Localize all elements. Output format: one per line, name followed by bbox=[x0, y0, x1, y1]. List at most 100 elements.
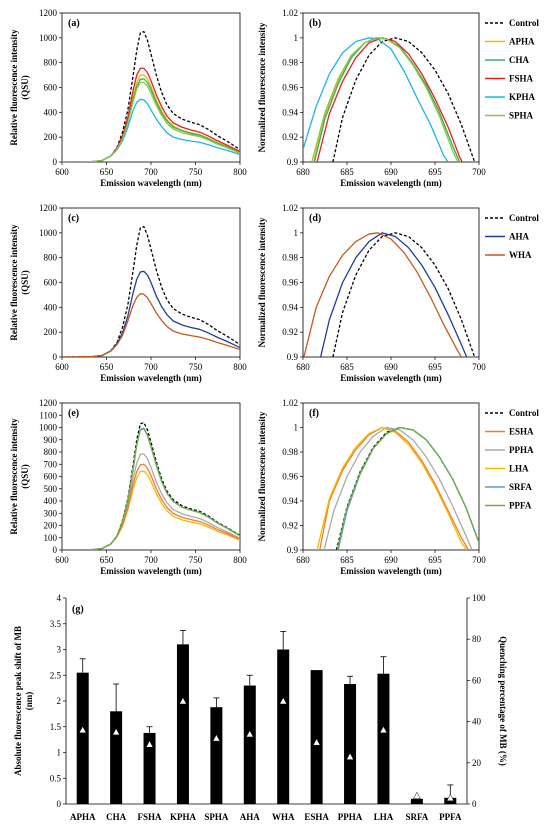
x-tick-label: 695 bbox=[428, 362, 442, 372]
quenching-marker bbox=[412, 791, 421, 800]
y-tick-label: 400 bbox=[44, 107, 58, 117]
x-tick-label: 750 bbox=[189, 555, 203, 565]
series-line-0 bbox=[62, 421, 240, 550]
y-tick-label: 0 bbox=[53, 157, 58, 167]
y-tick-label: 1.02 bbox=[282, 203, 298, 213]
x-tick-label: 600 bbox=[55, 555, 69, 565]
series-line-5 bbox=[62, 428, 240, 550]
y-tick-label: 1000 bbox=[39, 228, 58, 238]
quenching-marker bbox=[312, 738, 321, 746]
legend-entry: Control bbox=[509, 213, 539, 223]
x-tick-label: 695 bbox=[428, 167, 442, 177]
panel-e: 0 100 200 300 400 500 600 700 800 900 1000 1100 1200… bbox=[9, 398, 247, 576]
quenching-marker bbox=[245, 729, 254, 738]
series-line-2 bbox=[62, 78, 240, 162]
x-tick-label: 650 bbox=[100, 167, 114, 177]
y-left-tick-label: 0.5 bbox=[50, 773, 62, 783]
y-axis-title-line: Relative fluorescence intensity bbox=[9, 29, 19, 146]
x-tick-label: 695 bbox=[428, 555, 442, 565]
legend: Control ESHA PPHA LHA SRFA PPFA bbox=[485, 408, 539, 511]
legend: Control APHA CHA FSHA KPHA SPHA bbox=[485, 18, 539, 121]
panel-a: 0 200 400 600 800 1000 1200 600 650 700 750 800 Emis… bbox=[9, 8, 247, 188]
panel-c: 0 200 400 600 800 1000 1200 600 650 700 750 800 Emis… bbox=[9, 203, 247, 383]
y-tick-label: 0.98 bbox=[282, 253, 298, 263]
y-axis-title: Relative fluorescence intensity(QSU) bbox=[9, 29, 30, 146]
y-tick-label: 200 bbox=[44, 327, 58, 337]
y-tick-label: 300 bbox=[44, 508, 58, 518]
y-tick-label: 0.9 bbox=[287, 352, 299, 362]
y-tick-label: 600 bbox=[44, 83, 58, 93]
y-tick-label: 1.02 bbox=[282, 8, 298, 18]
legend-entry: Control bbox=[509, 18, 539, 28]
bar-srfa bbox=[410, 798, 423, 804]
series-line-esha bbox=[319, 426, 470, 550]
legend-entry: WHA bbox=[509, 250, 532, 260]
x-tick-label: 600 bbox=[55, 167, 69, 177]
series-group bbox=[316, 426, 479, 550]
bar-fsha bbox=[143, 732, 156, 804]
y-right-tick-label: 0 bbox=[472, 799, 477, 809]
y-tick-label: 1000 bbox=[39, 33, 58, 43]
legend-entry: FSHA bbox=[509, 74, 534, 84]
y-axis-title-line: (QSU) bbox=[20, 464, 30, 489]
series-group bbox=[62, 30, 240, 162]
legend-entry: SPHA bbox=[509, 111, 534, 121]
y-tick-label: 0.98 bbox=[282, 447, 298, 457]
series-line-2 bbox=[62, 293, 240, 357]
y-tick-label: 1200 bbox=[39, 203, 58, 213]
x-category-label: KPHA bbox=[170, 812, 196, 822]
bar-kpha bbox=[176, 644, 189, 804]
panel-label: (g) bbox=[72, 604, 84, 615]
series-group bbox=[62, 225, 240, 357]
x-tick-label: 750 bbox=[189, 167, 203, 177]
x-category-label: CHA bbox=[106, 812, 127, 822]
x-tick-label: 700 bbox=[472, 555, 486, 565]
x-tick-label: 685 bbox=[340, 362, 354, 372]
y-tick-label: 0.96 bbox=[282, 472, 298, 482]
y-left-tick-label: 2 bbox=[57, 696, 62, 706]
y-tick-label: 800 bbox=[44, 58, 58, 68]
quenching-marker bbox=[379, 725, 388, 734]
bar-apha bbox=[76, 672, 89, 804]
x-tick-label: 750 bbox=[189, 362, 203, 372]
y-tick-label: 0.96 bbox=[282, 83, 298, 93]
x-tick-label: 680 bbox=[296, 362, 310, 372]
y-axis-title-line: (QSU) bbox=[20, 270, 30, 295]
series-line-lha bbox=[316, 426, 468, 550]
x-category-label: SRFA bbox=[405, 812, 428, 822]
y-tick-label: 0.9 bbox=[287, 157, 299, 167]
series-line-0 bbox=[62, 225, 240, 357]
y-tick-label: 200 bbox=[44, 132, 58, 142]
y-axis-title-line: Relative fluorescence intensity bbox=[9, 224, 19, 341]
y-axis-title: Normalized fluorescence intensity bbox=[257, 411, 267, 541]
quenching-marker bbox=[179, 696, 187, 705]
x-category-label: PPHA bbox=[338, 812, 363, 822]
plot-frame bbox=[302, 207, 480, 358]
bar-aha bbox=[243, 685, 256, 804]
y-tick-label: 0 bbox=[53, 352, 58, 362]
x-category-label: LHA bbox=[374, 812, 394, 822]
bar-lha bbox=[377, 673, 390, 804]
y-tick-label: 800 bbox=[44, 447, 58, 457]
panel-label: (e) bbox=[68, 408, 79, 419]
legend-entry: CHA bbox=[509, 55, 530, 65]
panel-d: 0.9 0.92 0.94 0.96 0.98 1 1.02 680 685 690 695 700 E… bbox=[257, 203, 539, 383]
y-tick-label: 400 bbox=[44, 302, 58, 312]
quenching-marker bbox=[346, 752, 354, 760]
series-line-wha bbox=[303, 232, 462, 357]
y-axis-title: Relative fluorescence intensity(QSU) bbox=[9, 224, 30, 341]
legend-entry: KPHA bbox=[509, 92, 535, 102]
quenching-marker bbox=[446, 793, 455, 802]
y-tick-label: 0.92 bbox=[282, 521, 298, 531]
x-category-label: FSHA bbox=[138, 812, 163, 822]
series-line-3 bbox=[62, 67, 240, 162]
y-tick-label: 1200 bbox=[39, 398, 58, 408]
x-category-label: ESHA bbox=[304, 812, 329, 822]
panel-f: 0.9 0.92 0.94 0.96 0.98 1 1.02 680 685 690 695 700 E… bbox=[257, 398, 539, 576]
y-tick-label: 0.96 bbox=[282, 278, 298, 288]
legend-entry: SRFA bbox=[509, 482, 532, 492]
y-left-axis-title: Absolute fluorescence peak shift of MB(n… bbox=[13, 626, 34, 776]
series-line-4 bbox=[62, 98, 240, 162]
y-axis-title: Relative fluorescence intensity(QSU) bbox=[9, 418, 30, 535]
